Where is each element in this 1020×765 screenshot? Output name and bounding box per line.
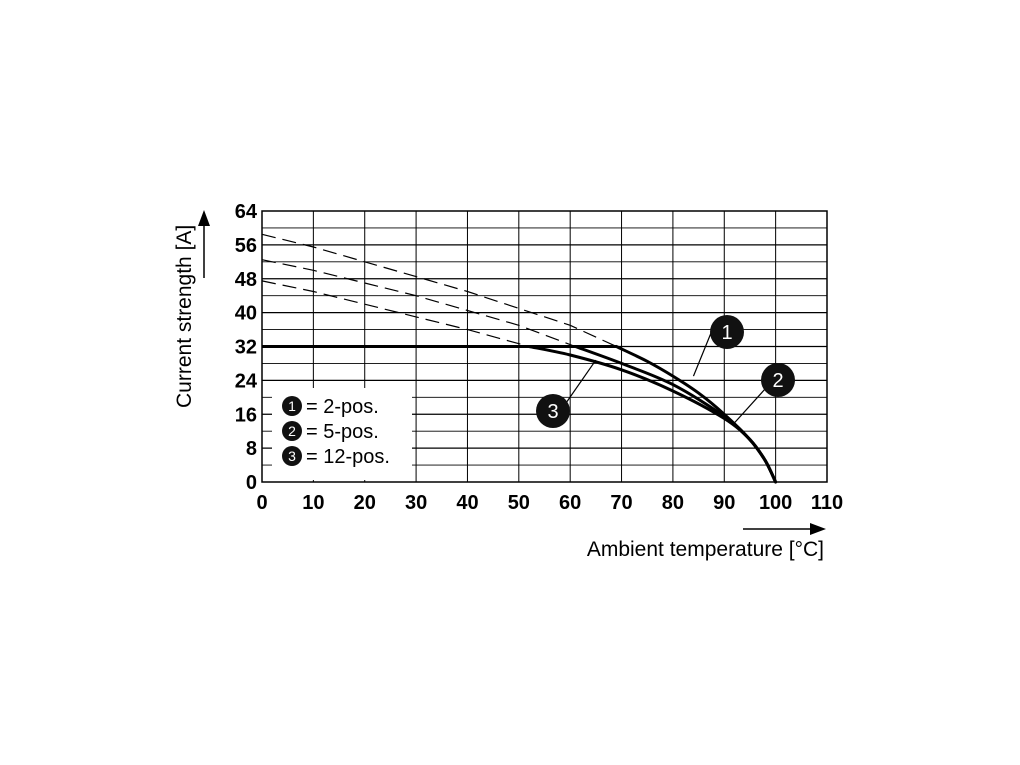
x-axis-title-group: Ambient temperature [°C] — [587, 523, 826, 561]
y-tick-label: 16 — [235, 404, 257, 426]
legend-3-badge — [282, 446, 302, 466]
y-tick-label: 48 — [235, 269, 257, 291]
plot-frame — [261, 210, 828, 483]
y-tick-label: 64 — [235, 201, 258, 223]
callout-3-badge — [536, 394, 570, 428]
y-axis-title: Current strength [A] — [173, 225, 196, 408]
x-tick-label: 100 — [759, 492, 792, 514]
x-tick-label: 30 — [405, 492, 427, 514]
legend-2-badge — [282, 421, 302, 441]
x-tick-label: 20 — [354, 492, 376, 514]
callouts: 1 2 3 — [536, 315, 795, 428]
x-axis-title: Ambient temperature [°C] — [587, 538, 824, 561]
x-tick-label: 110 — [811, 492, 843, 514]
x-axis-arrowhead — [810, 523, 826, 535]
series-layer — [261, 233, 778, 484]
y-axis-arrowhead — [198, 210, 210, 226]
y-tick-label: 56 — [235, 235, 257, 257]
x-tick-labels: 0 10 20 30 40 50 60 70 80 90 100 110 — [256, 492, 843, 514]
y-tick-label: 24 — [235, 370, 258, 392]
legend-1-label: = 2-pos. — [306, 396, 379, 418]
x-tick-label: 50 — [508, 492, 530, 514]
callout-1-leader — [692, 332, 712, 377]
callout-3-number: 3 — [547, 401, 558, 423]
series-3-derating-curve — [527, 345, 778, 484]
callout-1-badge — [710, 315, 744, 349]
series-3-extrapolated-line — [261, 280, 530, 348]
y-tick-label: 0 — [246, 472, 257, 494]
x-tick-label: 70 — [610, 492, 632, 514]
x-tick-label: 40 — [456, 492, 478, 514]
x-tick-label: 90 — [713, 492, 735, 514]
legend-1-number: 1 — [288, 398, 296, 414]
x-tick-label: 10 — [302, 492, 324, 514]
legend-3-label: = 12-pos. — [306, 446, 390, 468]
callout-1-number: 1 — [721, 322, 732, 344]
x-tick-label: 0 — [256, 492, 267, 514]
x-tick-label: 80 — [662, 492, 684, 514]
y-axis-title-group: Current strength [A] — [173, 210, 210, 408]
y-tick-label: 8 — [246, 438, 257, 460]
legend-2-label: = 5-pos. — [306, 421, 379, 443]
callout-2-badge — [761, 363, 795, 397]
y-tick-label: 40 — [235, 303, 257, 325]
callout-2-number: 2 — [772, 370, 783, 392]
x-tick-label: 60 — [559, 492, 581, 514]
legend-2-number: 2 — [288, 423, 296, 439]
y-tick-labels: 0 8 16 24 32 40 48 56 64 — [235, 201, 258, 494]
callout-3-leader — [565, 359, 597, 404]
y-tick-label: 32 — [235, 337, 257, 359]
callout-2-leader — [734, 387, 767, 424]
legend: 1 = 2-pos. 2 = 5-pos. 3 = 12-pos. — [272, 388, 412, 480]
legend-3-number: 3 — [288, 448, 296, 464]
legend-1-badge — [282, 396, 302, 416]
series-2-extrapolated-line — [261, 259, 576, 348]
